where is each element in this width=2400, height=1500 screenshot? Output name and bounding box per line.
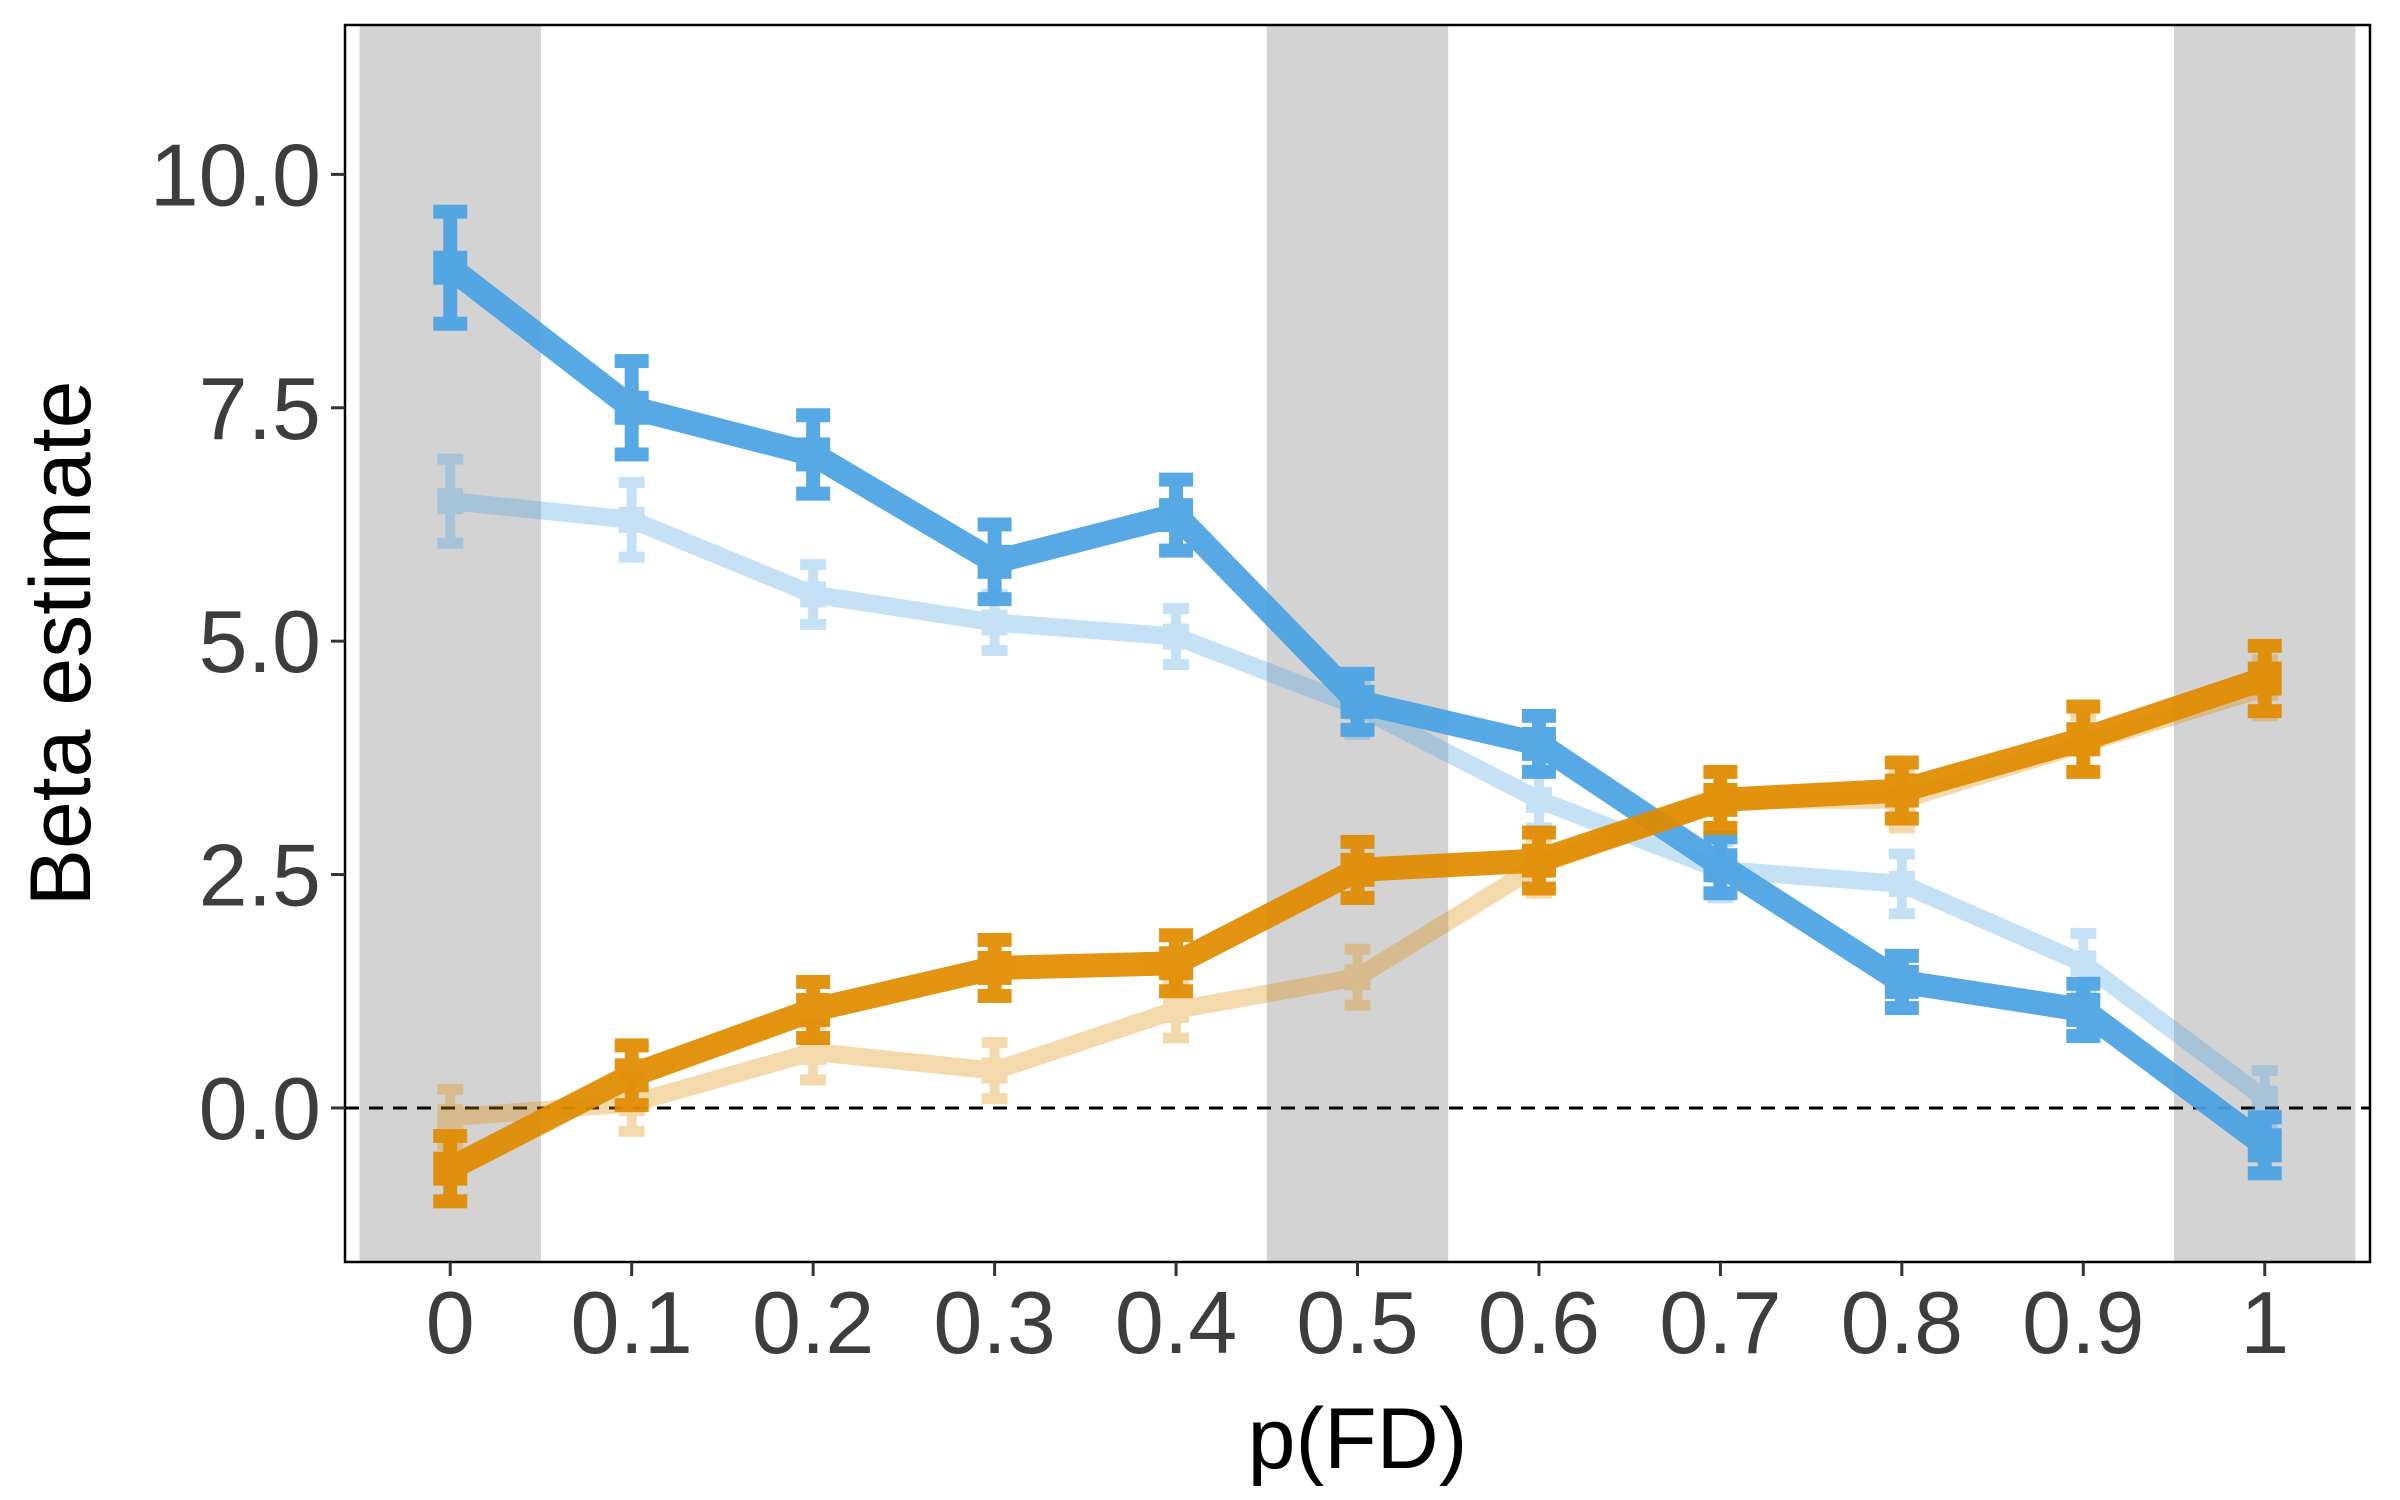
x-tick-label-8: 0.8 bbox=[1841, 1273, 1963, 1372]
strong-series-layer bbox=[433, 204, 2282, 1209]
series-0-point-3 bbox=[977, 544, 1012, 579]
series-2-errorbar-4 bbox=[1163, 602, 1190, 671]
series-2-marker-3 bbox=[983, 611, 1006, 634]
series-0-point-10 bbox=[2247, 1128, 2282, 1163]
y-tick-label-1: 2.5 bbox=[199, 826, 321, 925]
series-0-point-0 bbox=[433, 250, 468, 285]
series-1 bbox=[433, 638, 2282, 1209]
series-3-errorbar-5 bbox=[1344, 943, 1371, 1011]
y-axis-ticks: 0.0 2.5 5.0 7.5 10.0 bbox=[150, 125, 345, 1158]
series-3-point-3 bbox=[981, 1057, 1008, 1084]
series-3-point-5 bbox=[1344, 964, 1371, 991]
series-2-point-4 bbox=[1163, 623, 1190, 650]
series-1-point-4 bbox=[1159, 946, 1194, 981]
series-2-marker-1 bbox=[620, 508, 643, 531]
series-0-point-4 bbox=[1159, 498, 1194, 533]
series-2-point-10 bbox=[2251, 1085, 2278, 1112]
series-1-point-3 bbox=[977, 950, 1012, 985]
series-1-point-2 bbox=[796, 992, 831, 1027]
series-2-point-8 bbox=[1888, 870, 1915, 897]
series-0-point-5 bbox=[1340, 684, 1375, 719]
x-axis-ticks: 0 0.1 0.2 0.3 0.4 0.5 0.6 0.7 0.8 0.9 1 bbox=[426, 1262, 2289, 1372]
x-tick-label-2: 0.2 bbox=[752, 1273, 874, 1372]
series-2-marker-9 bbox=[2072, 952, 2095, 975]
series-1-point-0 bbox=[433, 1151, 468, 1186]
series-3-marker-3 bbox=[983, 1059, 1006, 1082]
x-tick-label-9: 0.9 bbox=[2022, 1273, 2144, 1372]
series-2-marker-0 bbox=[439, 490, 462, 513]
series-3-marker-0 bbox=[439, 1106, 462, 1129]
series-2-point-9 bbox=[2070, 950, 2097, 977]
x-tick-label-6: 0.6 bbox=[1478, 1273, 1600, 1372]
series-3-point-0 bbox=[437, 1104, 464, 1131]
series-1-point-10 bbox=[2247, 661, 2282, 696]
series-2-point-0 bbox=[437, 488, 464, 515]
series-0-point-1 bbox=[614, 390, 649, 425]
x-tick-label-3: 0.3 bbox=[933, 1273, 1055, 1372]
series-2-marker-8 bbox=[1890, 872, 1913, 895]
series-2-marker-4 bbox=[1165, 625, 1188, 648]
series-3-marker-5 bbox=[1346, 966, 1369, 989]
y-tick-label-2: 5.0 bbox=[199, 592, 321, 691]
series-2-marker-10 bbox=[2253, 1087, 2276, 1110]
series-2-errorbar-1 bbox=[618, 476, 645, 563]
x-tick-label-4: 0.4 bbox=[1115, 1273, 1237, 1372]
x-tick-label-10: 1 bbox=[2240, 1273, 2289, 1372]
series-2-point-3 bbox=[981, 609, 1008, 636]
series-0 bbox=[433, 204, 2282, 1181]
series-0-point-8 bbox=[1884, 964, 1919, 999]
x-tick-label-7: 0.7 bbox=[1659, 1273, 1781, 1372]
series-1-point-6 bbox=[1521, 843, 1556, 878]
y-tick-label-0: 0.0 bbox=[199, 1059, 321, 1158]
x-tick-label-1: 0.1 bbox=[571, 1273, 693, 1372]
series-0-point-6 bbox=[1521, 726, 1556, 761]
series-1-point-8 bbox=[1884, 773, 1919, 808]
series-2-point-6 bbox=[1525, 786, 1552, 813]
series-2-errorbar-2 bbox=[800, 559, 827, 630]
series-3-errorbar-3 bbox=[981, 1037, 1008, 1105]
series-1-point-9 bbox=[2066, 722, 2101, 757]
y-axis-title: Beta estimate bbox=[13, 381, 109, 907]
x-tick-label-5: 0.5 bbox=[1296, 1273, 1418, 1372]
y-tick-label-3: 7.5 bbox=[199, 359, 321, 458]
series-0-point-2 bbox=[796, 437, 831, 472]
series-3-marker-2 bbox=[802, 1040, 825, 1063]
series-1-point-5 bbox=[1340, 852, 1375, 887]
x-tick-label-0: 0 bbox=[426, 1273, 475, 1372]
series-1-point-1 bbox=[614, 1058, 649, 1093]
series-3-point-4 bbox=[1163, 996, 1190, 1023]
y-tick-label-4: 10.0 bbox=[150, 125, 321, 224]
series-2-point-2 bbox=[800, 581, 827, 608]
series-3-marker-4 bbox=[1165, 998, 1188, 1021]
series-2-errorbar-0 bbox=[437, 453, 464, 549]
series-2-errorbar-8 bbox=[1888, 848, 1915, 920]
x-axis-title: p(FD) bbox=[1248, 1391, 1468, 1487]
series-2-point-1 bbox=[618, 506, 645, 533]
series-1-point-7 bbox=[1703, 782, 1738, 817]
series-0-point-7 bbox=[1703, 848, 1738, 883]
series-0-point-9 bbox=[2066, 992, 2101, 1027]
series-2-marker-6 bbox=[1527, 788, 1550, 811]
series-2-marker-2 bbox=[802, 583, 825, 606]
